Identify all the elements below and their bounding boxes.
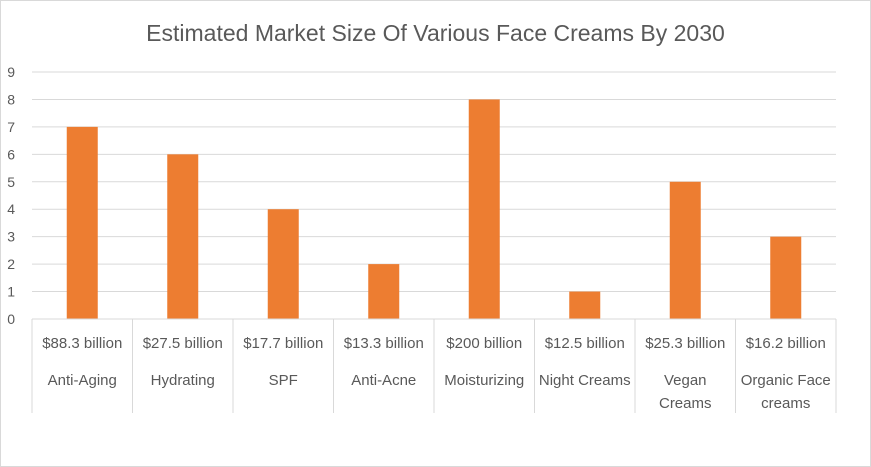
x-tick-label-market-size: $12.5 billion <box>545 335 625 352</box>
x-tick-label-name: Night Creams <box>539 372 631 389</box>
x-tick-label-name: Hydrating <box>151 372 215 389</box>
y-tick-label: 9 <box>7 64 15 80</box>
y-tick-label: 8 <box>7 91 15 107</box>
bar <box>770 236 802 319</box>
x-tick-label-market-size: $17.7 billion <box>243 335 323 352</box>
x-tick-label-market-size: $200 billion <box>446 335 522 352</box>
bar <box>569 291 601 319</box>
x-tick-label-name: Vegan Creams <box>659 372 712 412</box>
x-tick-label-name: Moisturizing <box>444 372 524 389</box>
y-tick-label: 3 <box>7 229 15 245</box>
chart-title: Estimated Market Size Of Various Face Cr… <box>146 20 725 46</box>
y-tick-label: 4 <box>7 201 15 217</box>
x-tick-label-market-size: $16.2 billion <box>746 335 826 352</box>
y-tick-label: 2 <box>7 256 15 272</box>
y-tick-label: 7 <box>7 119 15 135</box>
x-tick-label-market-size: $25.3 billion <box>645 335 725 352</box>
bar <box>66 126 98 319</box>
x-tick-label-name: Organic Face creams <box>741 372 831 412</box>
bar <box>468 99 500 319</box>
x-tick-label-market-size: $27.5 billion <box>143 335 223 352</box>
x-tick-label-name: Anti-Aging <box>48 372 117 389</box>
x-tick-label-name: Anti-Acne <box>351 372 416 389</box>
x-tick-label-market-size: $88.3 billion <box>42 335 122 352</box>
bar <box>267 209 299 319</box>
y-tick-label: 6 <box>7 146 15 162</box>
y-tick-label: 5 <box>7 174 15 190</box>
y-tick-label: 1 <box>7 284 15 300</box>
x-tick-label-name: SPF <box>269 372 298 389</box>
bar <box>669 181 701 319</box>
bar <box>167 154 199 319</box>
y-tick-label: 0 <box>7 311 15 327</box>
x-tick-label-market-size: $13.3 billion <box>344 335 424 352</box>
bar <box>368 264 400 319</box>
